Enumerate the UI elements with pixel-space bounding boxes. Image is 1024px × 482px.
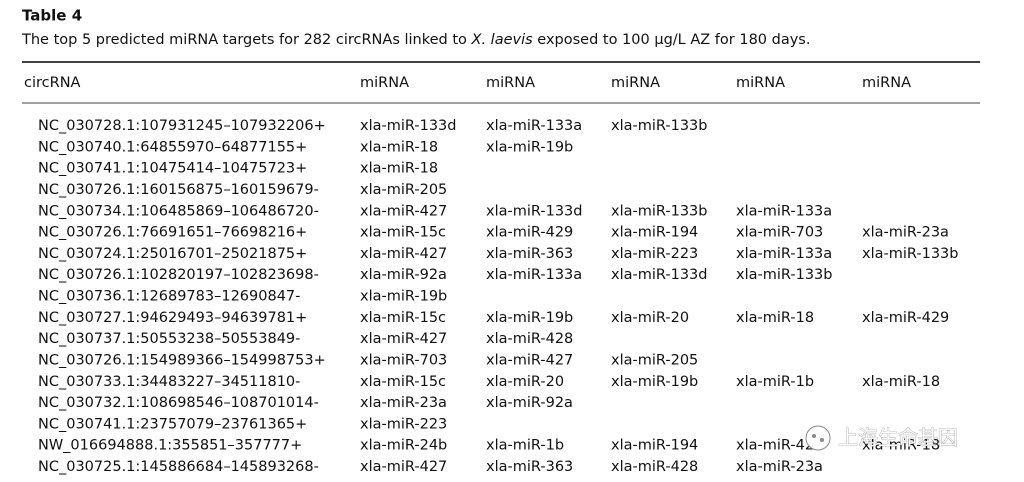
caption-text: The top 5 predicted miRNA targets for 28… <box>21 32 472 48</box>
circrna-cell: NC_030726.1:102820197–102823698- <box>38 267 319 283</box>
mirna-cell: xla-miR-133a <box>486 118 582 134</box>
circrna-cell: NC_030737.1:50553238–50553849- <box>38 331 300 347</box>
watermark-icon <box>812 434 816 438</box>
header-cell: circRNA <box>24 75 81 91</box>
mirna-cell: xla-miR-133d <box>611 267 707 283</box>
mirna-cell: xla-miR-92a <box>486 395 573 411</box>
circrna-cell: NC_030725.1:145886684–145893268- <box>38 459 319 475</box>
mirna-cell: xla-miR-23a <box>736 459 823 475</box>
mirna-cell: xla-miR-194 <box>611 225 698 241</box>
mirna-cell: xla-miR-23a <box>360 395 447 411</box>
circrna-cell: NC_030741.1:10475414–10475723+ <box>38 161 307 177</box>
mirna-cell: xla-miR-19b <box>486 139 573 155</box>
mirna-cell: xla-miR-1b <box>736 374 814 390</box>
mirna-cell: xla-miR-19b <box>486 310 573 326</box>
mirna-cell: xla-miR-19b <box>611 374 698 390</box>
circrna-cell: NC_030728.1:107931245–107932206+ <box>38 118 326 134</box>
mirna-cell: xla-miR-18 <box>736 310 814 326</box>
circrna-cell: NC_030727.1:94629493–94639781+ <box>38 310 307 326</box>
circrna-cell: NC_030740.1:64855970–64877155+ <box>38 139 307 155</box>
mirna-cell: xla-miR-18 <box>862 374 940 390</box>
watermark-icon <box>820 438 824 442</box>
table-label: Table 4 <box>22 7 82 25</box>
mirna-cell: xla-miR-429 <box>862 310 949 326</box>
mirna-cell: xla-miR-18 <box>862 438 940 454</box>
caption-italic: X. laevis <box>471 32 534 48</box>
watermark: 上海生命基因 <box>805 425 958 451</box>
watermark-text: 上海生命基因 <box>838 426 958 450</box>
mirna-cell: xla-miR-18 <box>360 139 438 155</box>
mirna-cell: xla-miR-428 <box>736 438 823 454</box>
mirna-cell: xla-miR-133b <box>611 203 707 219</box>
mirna-cell: xla-miR-15c <box>360 310 446 326</box>
header-cell: miRNA <box>486 75 535 91</box>
watermark-icon <box>805 425 831 451</box>
mirna-cell: xla-miR-428 <box>611 459 698 475</box>
mirna-cell: xla-miR-15c <box>360 374 446 390</box>
circrna-cell: NC_030734.1:106485869–106486720- <box>38 203 319 219</box>
mirna-cell: xla-miR-133d <box>360 118 456 134</box>
mirna-cell: xla-miR-19b <box>360 289 447 305</box>
circrna-cell: NC_030726.1:154989366–154998753+ <box>38 352 326 368</box>
mirna-cell: xla-miR-133a <box>736 246 832 262</box>
mirna-cell: xla-miR-133b <box>862 246 958 262</box>
mirna-cell: xla-miR-133a <box>486 267 582 283</box>
mirna-cell: xla-miR-24b <box>360 438 447 454</box>
mirna-cell: xla-miR-223 <box>360 416 447 432</box>
mirna-cell: xla-miR-133a <box>736 203 832 219</box>
circrna-cell: NC_030736.1:12689783–12690847- <box>38 289 300 305</box>
circrna-cell: NC_030733.1:34483227–34511810- <box>38 374 300 390</box>
mirna-cell: xla-miR-427 <box>360 459 447 475</box>
header-cell: miRNA <box>611 75 660 91</box>
mirna-cell: xla-miR-1b <box>486 438 564 454</box>
mirna-cell: xla-miR-363 <box>486 246 573 262</box>
mirna-cell: xla-miR-427 <box>360 246 447 262</box>
mirna-cell: xla-miR-205 <box>360 182 447 198</box>
mirna-cell: xla-miR-15c <box>360 225 446 241</box>
table-caption: The top 5 predicted miRNA targets for 28… <box>21 32 810 48</box>
mirna-cell: xla-miR-427 <box>360 331 447 347</box>
mirna-cell: xla-miR-20 <box>611 310 689 326</box>
header-cell: miRNA <box>862 75 911 91</box>
mirna-cell: xla-miR-194 <box>611 438 698 454</box>
circrna-cell: NW_016694888.1:355851–357777+ <box>38 438 302 454</box>
mirna-cell: xla-miR-703 <box>360 352 447 368</box>
mirna-cell: xla-miR-92a <box>360 267 447 283</box>
mirna-cell: xla-miR-23a <box>862 225 949 241</box>
mirna-cell: xla-miR-133b <box>611 118 707 134</box>
mirna-cell: xla-miR-18 <box>360 161 438 177</box>
mirna-cell: xla-miR-223 <box>611 246 698 262</box>
mirna-cell: xla-miR-427 <box>360 203 447 219</box>
mirna-cell: xla-miR-703 <box>736 225 823 241</box>
circrna-cell: NC_030726.1:160156875–160159679- <box>38 182 319 198</box>
mirna-cell: xla-miR-427 <box>486 352 573 368</box>
mirna-cell: xla-miR-133b <box>736 267 832 283</box>
caption-text: exposed to 100 μg/L AZ for 180 days. <box>533 32 811 48</box>
table-body: circRNA miRNA miRNA miRNA miRNA miRNA NC_03072… <box>24 75 958 475</box>
mirna-cell: xla-miR-428 <box>486 331 573 347</box>
circrna-cell: NC_030732.1:108698546–108701014- <box>38 395 319 411</box>
header-cell: miRNA <box>360 75 409 91</box>
mirna-cell: xla-miR-205 <box>611 352 698 368</box>
mirna-cell: xla-miR-429 <box>486 225 573 241</box>
mirna-cell: xla-miR-363 <box>486 459 573 475</box>
mirna-cell: xla-miR-20 <box>486 374 564 390</box>
header-cell: miRNA <box>736 75 785 91</box>
circrna-cell: NC_030726.1:76691651–76698216+ <box>38 225 307 241</box>
circrna-cell: NC_030724.1:25016701–25021875+ <box>38 246 307 262</box>
circrna-cell: NC_030741.1:23757079–23761365+ <box>38 416 307 432</box>
mirna-cell: xla-miR-133d <box>486 203 582 219</box>
